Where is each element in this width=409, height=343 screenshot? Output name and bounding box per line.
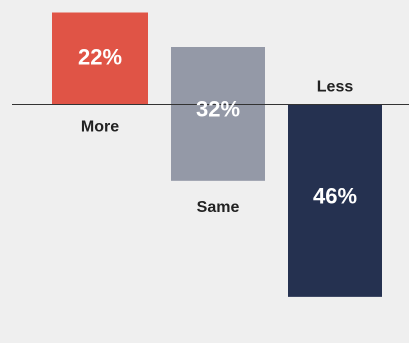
bar-same bbox=[171, 47, 265, 181]
labels-group: 22% More 32% Same 46% Less bbox=[78, 44, 357, 216]
category-label-less: Less bbox=[317, 79, 354, 96]
category-label-more: More bbox=[81, 119, 119, 136]
bar-less bbox=[288, 104, 382, 297]
value-label-same: 32% bbox=[196, 97, 240, 122]
bars-group bbox=[52, 12, 382, 297]
value-label-more: 22% bbox=[78, 44, 122, 69]
bar-more bbox=[52, 12, 148, 105]
value-label-less: 46% bbox=[313, 183, 357, 208]
category-label-same: Same bbox=[197, 199, 240, 216]
